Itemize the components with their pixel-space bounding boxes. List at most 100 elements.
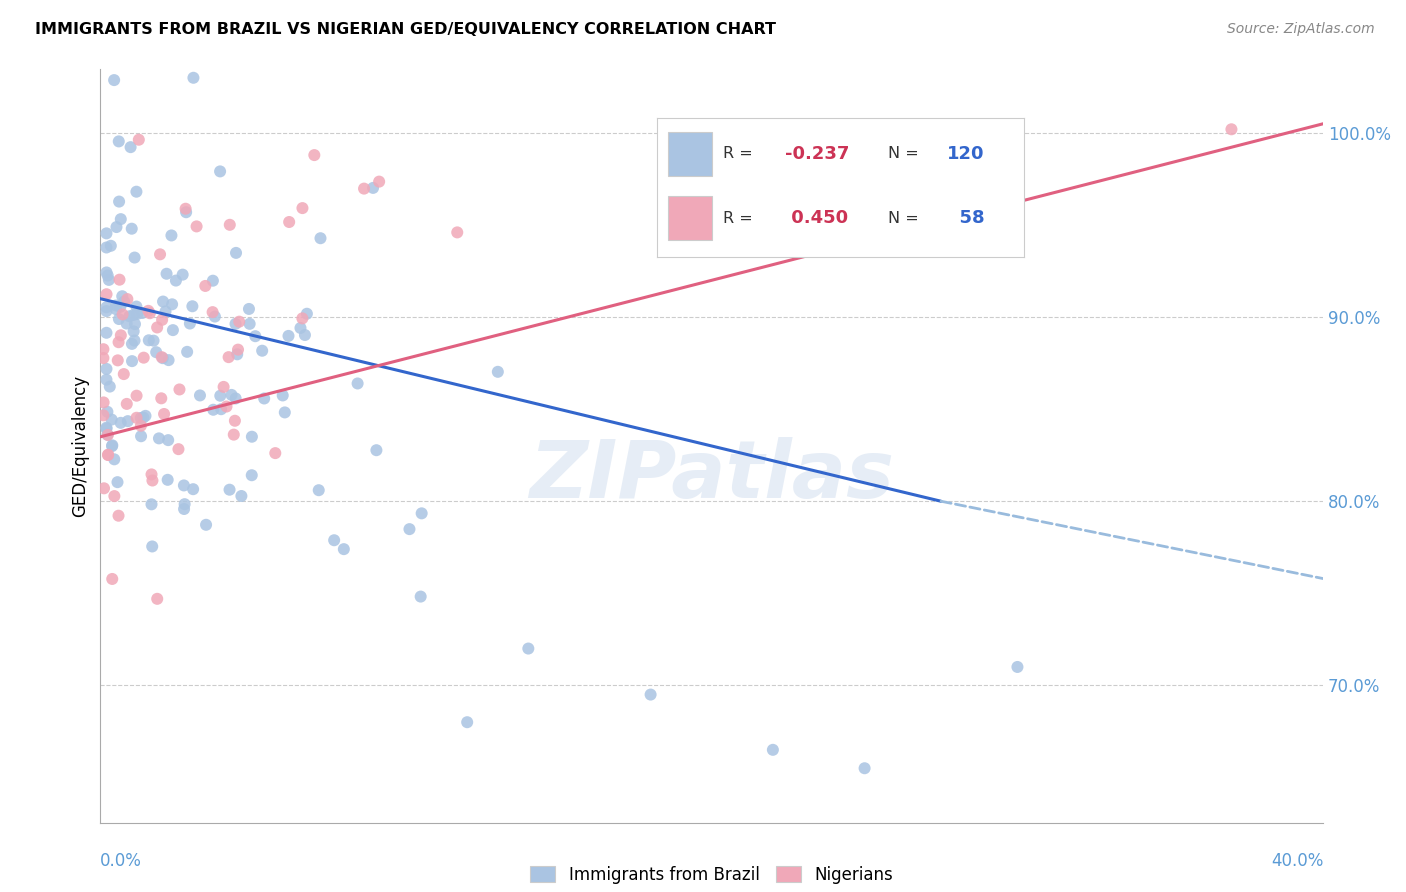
Point [169, 383, 191, 397]
Point [97, 448, 120, 462]
Point [146, 591, 169, 606]
Point [96, 373, 118, 387]
Point [183, 70, 205, 85]
Legend: Immigrants from Brazil, Nigerians: Immigrants from Brazil, Nigerians [523, 859, 900, 890]
Point [212, 380, 235, 394]
Point [125, 389, 148, 403]
Point [124, 334, 146, 348]
Point [134, 409, 156, 423]
Point [172, 268, 194, 282]
Point [221, 388, 243, 402]
Point [150, 392, 173, 406]
Point [271, 388, 294, 402]
Point [145, 345, 167, 359]
Point [138, 333, 160, 347]
Point [155, 304, 177, 318]
Point [124, 251, 146, 265]
Point [103, 73, 125, 87]
Point [103, 452, 125, 467]
Point [264, 446, 287, 460]
Point [366, 443, 388, 458]
Point [96, 362, 118, 376]
Point [107, 508, 129, 523]
Point [294, 328, 316, 343]
Point [1007, 660, 1029, 674]
Point [218, 483, 240, 497]
Point [96, 422, 118, 436]
Point [97, 273, 120, 287]
Point [97, 448, 120, 462]
Point [155, 267, 177, 281]
Point [129, 411, 152, 425]
Point [209, 164, 232, 178]
Point [201, 305, 224, 319]
Point [150, 313, 173, 327]
Point [640, 688, 662, 702]
Point [146, 320, 169, 334]
Point [224, 414, 246, 428]
Point [96, 301, 118, 315]
Point [104, 298, 127, 312]
Point [101, 439, 124, 453]
Point [240, 468, 263, 483]
Point [253, 392, 276, 406]
Point [115, 317, 138, 331]
Point [181, 299, 204, 313]
Point [239, 317, 262, 331]
Point [111, 307, 134, 321]
Point [141, 467, 163, 482]
Point [226, 343, 249, 357]
Point [128, 133, 150, 147]
Point [165, 274, 187, 288]
Point [112, 367, 135, 381]
Point [110, 328, 132, 343]
Point [240, 430, 263, 444]
Point [309, 231, 332, 245]
Point [124, 317, 146, 331]
Point [167, 442, 190, 457]
Point [96, 427, 118, 442]
Point [107, 353, 129, 368]
Point [121, 354, 143, 368]
Point [228, 315, 250, 329]
Point [101, 438, 124, 452]
Point [291, 201, 314, 215]
Point [96, 405, 118, 419]
Point [108, 273, 131, 287]
Point [108, 194, 131, 209]
Point [250, 343, 273, 358]
Y-axis label: GED/Equivalency: GED/Equivalency [72, 375, 89, 517]
Point [215, 400, 238, 414]
Point [346, 376, 368, 391]
Point [195, 517, 218, 532]
Point [160, 297, 183, 311]
Point [103, 489, 125, 503]
Point [156, 473, 179, 487]
Point [201, 274, 224, 288]
Point [174, 205, 197, 219]
Point [110, 416, 132, 430]
Point [150, 350, 173, 364]
Point [291, 311, 314, 326]
Point [107, 135, 129, 149]
Point [110, 300, 132, 314]
Point [238, 301, 260, 316]
Point [122, 308, 145, 322]
Point [121, 221, 143, 235]
Point [1220, 122, 1243, 136]
Point [139, 306, 162, 320]
Point [148, 431, 170, 445]
Point [131, 306, 153, 320]
Point [304, 148, 326, 162]
Point [120, 140, 142, 154]
Point [96, 265, 118, 279]
Point [353, 181, 375, 195]
Point [222, 427, 245, 442]
Point [202, 402, 225, 417]
Point [111, 289, 134, 303]
Point [231, 489, 253, 503]
Point [125, 410, 148, 425]
Point [96, 420, 118, 434]
Point [107, 475, 129, 490]
Point [107, 335, 129, 350]
